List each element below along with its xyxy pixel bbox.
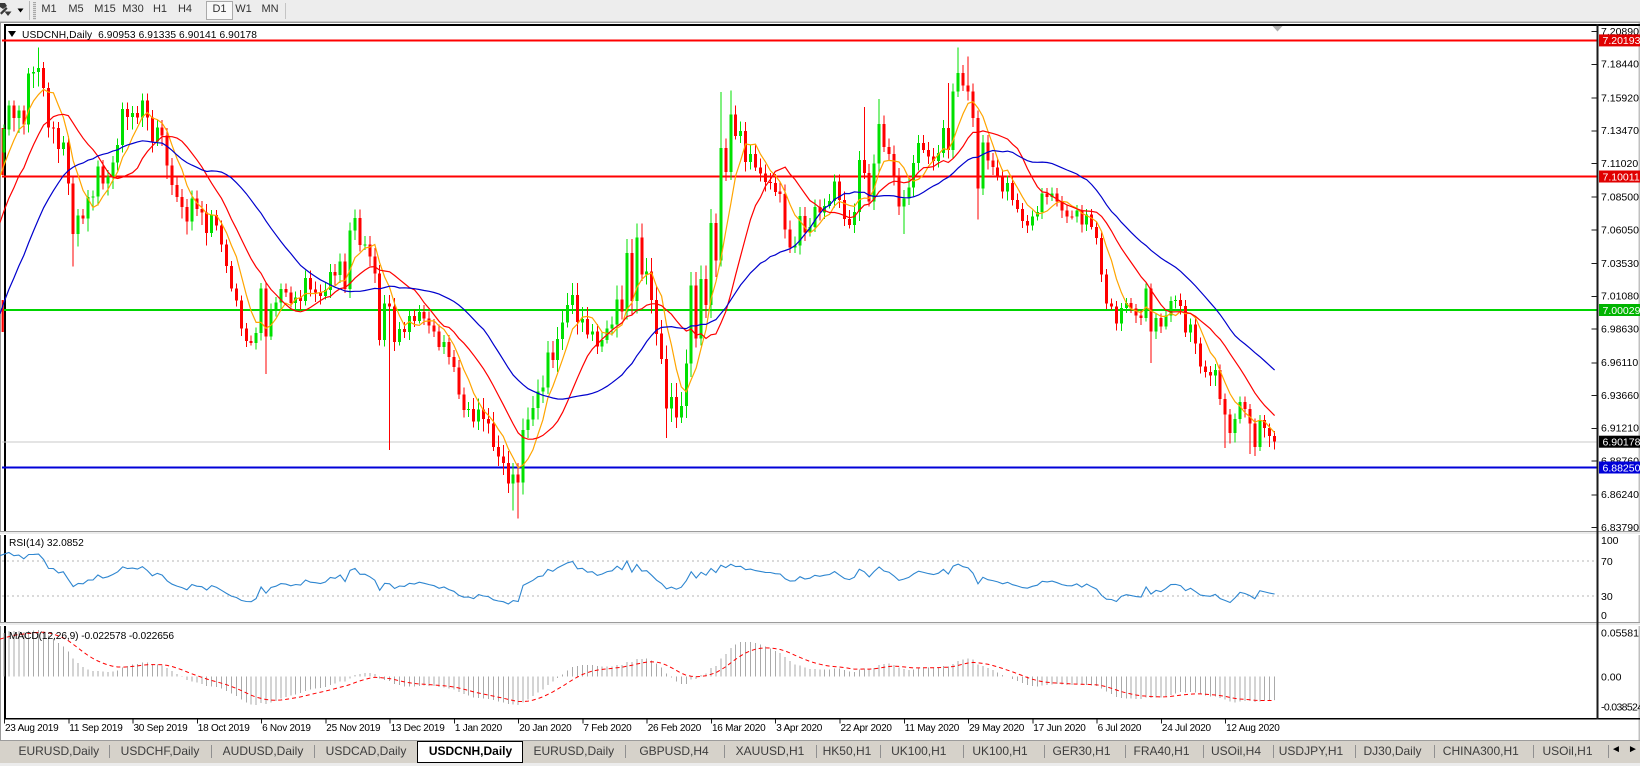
svg-text:26 Feb 2020: 26 Feb 2020 <box>648 723 702 734</box>
svg-text:13 Dec 2019: 13 Dec 2019 <box>391 723 446 734</box>
svg-text:6.98630: 6.98630 <box>1601 324 1639 336</box>
svg-text:11 May 2020: 11 May 2020 <box>905 723 960 734</box>
svg-text:7.10011: 7.10011 <box>1603 171 1640 183</box>
svg-text:6.83790: 6.83790 <box>1601 522 1639 534</box>
svg-text:1 Jan 2020: 1 Jan 2020 <box>455 723 503 734</box>
svg-text:6 Jul 2020: 6 Jul 2020 <box>1098 723 1142 734</box>
svg-text:7.20193: 7.20193 <box>1603 35 1640 47</box>
svg-text:20 Jan 2020: 20 Jan 2020 <box>519 723 572 734</box>
svg-text:100: 100 <box>1601 535 1619 547</box>
svg-text:11 Sep 2019: 11 Sep 2019 <box>69 723 123 734</box>
svg-text:7.13470: 7.13470 <box>1601 125 1639 137</box>
svg-text:6.91210: 6.91210 <box>1601 423 1639 435</box>
svg-text:7.01080: 7.01080 <box>1601 291 1639 303</box>
svg-text:USDCNH,Daily 6.90953 6.91335: USDCNH,Daily 6.90953 6.91335 6.90141 6.9… <box>22 30 257 41</box>
svg-text:7.15920: 7.15920 <box>1601 92 1639 104</box>
svg-text:22 Apr 2020: 22 Apr 2020 <box>841 723 893 734</box>
svg-text:6.96110: 6.96110 <box>1601 357 1638 369</box>
svg-text:RSI(14) 32.0852: RSI(14) 32.0852 <box>9 538 84 549</box>
svg-text:7.18440: 7.18440 <box>1601 59 1639 71</box>
svg-text:70: 70 <box>1601 556 1613 568</box>
svg-text:29 May 2020: 29 May 2020 <box>969 723 1025 734</box>
svg-text:6.88250: 6.88250 <box>1603 462 1640 474</box>
svg-text:6.90178: 6.90178 <box>1603 437 1640 449</box>
svg-text:6.86240: 6.86240 <box>1601 489 1639 501</box>
svg-text:7 Feb 2020: 7 Feb 2020 <box>583 723 632 734</box>
svg-text:18 Oct 2019: 18 Oct 2019 <box>198 723 250 734</box>
svg-text:30 Sep 2019: 30 Sep 2019 <box>134 723 189 734</box>
svg-text:23 Aug 2019: 23 Aug 2019 <box>5 723 59 734</box>
svg-text:6.93660: 6.93660 <box>1601 390 1639 402</box>
svg-text:24 Jul 2020: 24 Jul 2020 <box>1162 723 1212 734</box>
svg-text:-0.038524: -0.038524 <box>1601 701 1640 713</box>
svg-text:7.06050: 7.06050 <box>1601 224 1639 236</box>
svg-text:MACD(12,26,9) -0.022578 -0.022: MACD(12,26,9) -0.022578 -0.022656 <box>9 631 174 642</box>
svg-text:7.08500: 7.08500 <box>1601 192 1639 204</box>
svg-text:17 Jun 2020: 17 Jun 2020 <box>1033 723 1086 734</box>
svg-text:0: 0 <box>1601 610 1607 622</box>
svg-text:0.05581: 0.05581 <box>1601 627 1639 639</box>
svg-text:25 Nov 2019: 25 Nov 2019 <box>326 723 381 734</box>
svg-text:7.11020: 7.11020 <box>1601 158 1638 170</box>
svg-text:16 Mar 2020: 16 Mar 2020 <box>712 723 766 734</box>
svg-text:3 Apr 2020: 3 Apr 2020 <box>776 723 823 734</box>
svg-text:6 Nov 2019: 6 Nov 2019 <box>262 723 311 734</box>
svg-text:7.03530: 7.03530 <box>1601 258 1639 270</box>
svg-text:12 Aug 2020: 12 Aug 2020 <box>1226 723 1280 734</box>
svg-text:7.00029: 7.00029 <box>1603 305 1640 317</box>
svg-text:0.00: 0.00 <box>1601 671 1622 683</box>
svg-text:30: 30 <box>1601 591 1613 603</box>
